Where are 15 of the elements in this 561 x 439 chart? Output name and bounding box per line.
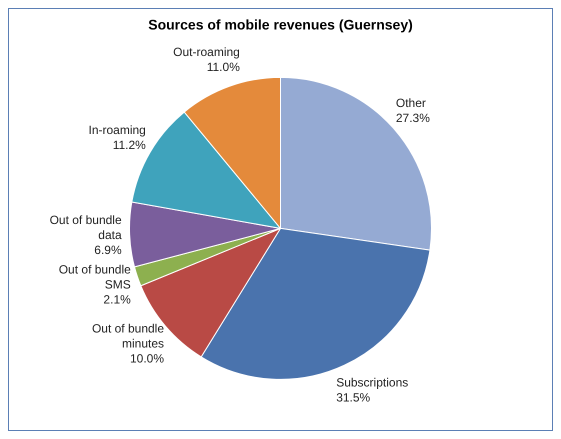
data-label: 27.3% — [396, 111, 430, 126]
chart-title: Sources of mobile revenues (Guernsey) — [148, 16, 413, 32]
data-label: 2.1% — [103, 292, 132, 307]
slice-label: Out of bundle data — [50, 213, 122, 242]
data-label: 10.0% — [130, 352, 164, 366]
slice-label: Other — [396, 96, 426, 110]
slice-label: Out-roaming — [173, 44, 240, 59]
slice-label: Out of bundle minutes — [92, 322, 164, 351]
slice-label: Subscriptions — [336, 375, 408, 390]
data-label: 11.2% — [112, 138, 146, 152]
data-label: 31.5% — [336, 390, 371, 404]
slice-label: Out of bundle SMS — [58, 262, 132, 292]
data-label: 11.0% — [206, 60, 240, 74]
data-label: 6.9% — [94, 243, 122, 258]
slice-label: In-roaming — [88, 123, 146, 138]
